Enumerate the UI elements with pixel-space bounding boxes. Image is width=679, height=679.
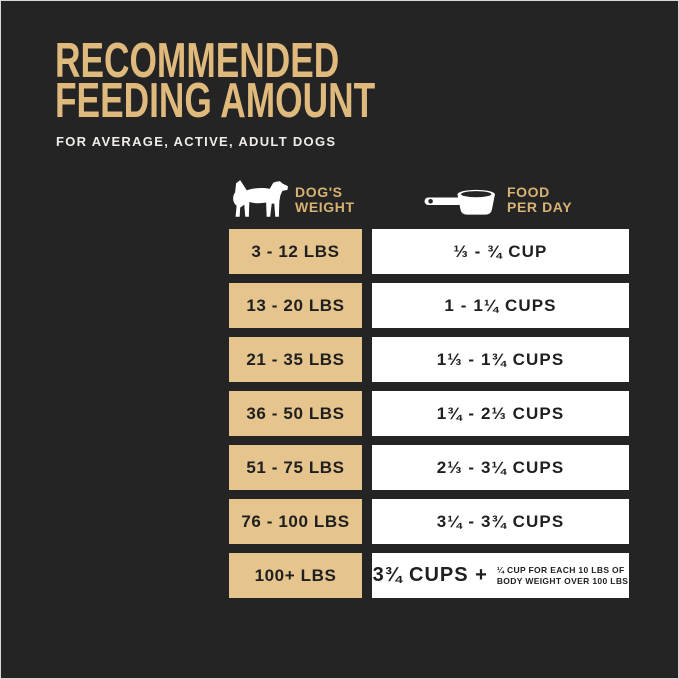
weight-header-line2: WEIGHT bbox=[295, 199, 355, 215]
table-row: 76 - 100 LBS 3¼ - 3¾ CUPS bbox=[229, 499, 629, 544]
page-title-line1: RECOMMENDED bbox=[55, 34, 340, 88]
food-cell: 1 - 1¼ CUPS bbox=[372, 283, 629, 328]
food-cell: ⅓ - ¾ CUP bbox=[372, 229, 629, 274]
table-row: 36 - 50 LBS 1¾ - 2⅓ CUPS bbox=[229, 391, 629, 436]
page-subtitle: FOR AVERAGE, ACTIVE, ADULT DOGS bbox=[56, 134, 337, 149]
weight-column-header: DOG'S WEIGHT bbox=[295, 185, 355, 215]
weight-cell: 21 - 35 LBS bbox=[229, 337, 362, 382]
feeding-table: 3 - 12 LBS ⅓ - ¾ CUP 13 - 20 LBS 1 - 1¼ … bbox=[229, 229, 629, 598]
food-amount-main: 3¾ CUPS + bbox=[372, 564, 488, 586]
page-title: RECOMMENDED FEEDING AMOUNT bbox=[55, 34, 376, 128]
food-amount-note: ¼ CUP FOR EACH 10 LBS OF BODY WEIGHT OVE… bbox=[497, 565, 629, 586]
food-cell: 3¾ CUPS + ¼ CUP FOR EACH 10 LBS OF BODY … bbox=[372, 553, 629, 598]
page-title-line2: FEEDING AMOUNT bbox=[55, 74, 376, 128]
table-row: 13 - 20 LBS 1 - 1¼ CUPS bbox=[229, 283, 629, 328]
weight-cell: 76 - 100 LBS bbox=[229, 499, 362, 544]
measuring-cup-icon bbox=[424, 189, 495, 215]
weight-cell: 3 - 12 LBS bbox=[229, 229, 362, 274]
food-note-line2: BODY WEIGHT OVER 100 LBS bbox=[496, 575, 629, 586]
food-column-header: FOOD PER DAY bbox=[507, 185, 572, 215]
food-cell: 3¼ - 3¾ CUPS bbox=[372, 499, 629, 544]
food-header-line2: PER DAY bbox=[507, 199, 573, 215]
food-cell: 1⅓ - 1¾ CUPS bbox=[372, 337, 629, 382]
weight-header-line1: DOG'S bbox=[295, 184, 343, 200]
food-note-line1: ¼ CUP FOR EACH 10 LBS OF bbox=[496, 565, 625, 575]
weight-cell: 100+ LBS bbox=[229, 553, 362, 598]
food-cell: 1¾ - 2⅓ CUPS bbox=[372, 391, 629, 436]
table-row: 51 - 75 LBS 2⅓ - 3¼ CUPS bbox=[229, 445, 629, 490]
food-cell: 2⅓ - 3¼ CUPS bbox=[372, 445, 629, 490]
weight-cell: 36 - 50 LBS bbox=[229, 391, 362, 436]
table-row: 3 - 12 LBS ⅓ - ¾ CUP bbox=[229, 229, 629, 274]
table-row: 21 - 35 LBS 1⅓ - 1¾ CUPS bbox=[229, 337, 629, 382]
table-row: 100+ LBS 3¾ CUPS + ¼ CUP FOR EACH 10 LBS… bbox=[229, 553, 629, 598]
weight-cell: 13 - 20 LBS bbox=[229, 283, 362, 328]
weight-cell: 51 - 75 LBS bbox=[229, 445, 362, 490]
food-header-line1: FOOD bbox=[507, 184, 550, 200]
dog-icon bbox=[233, 180, 288, 217]
